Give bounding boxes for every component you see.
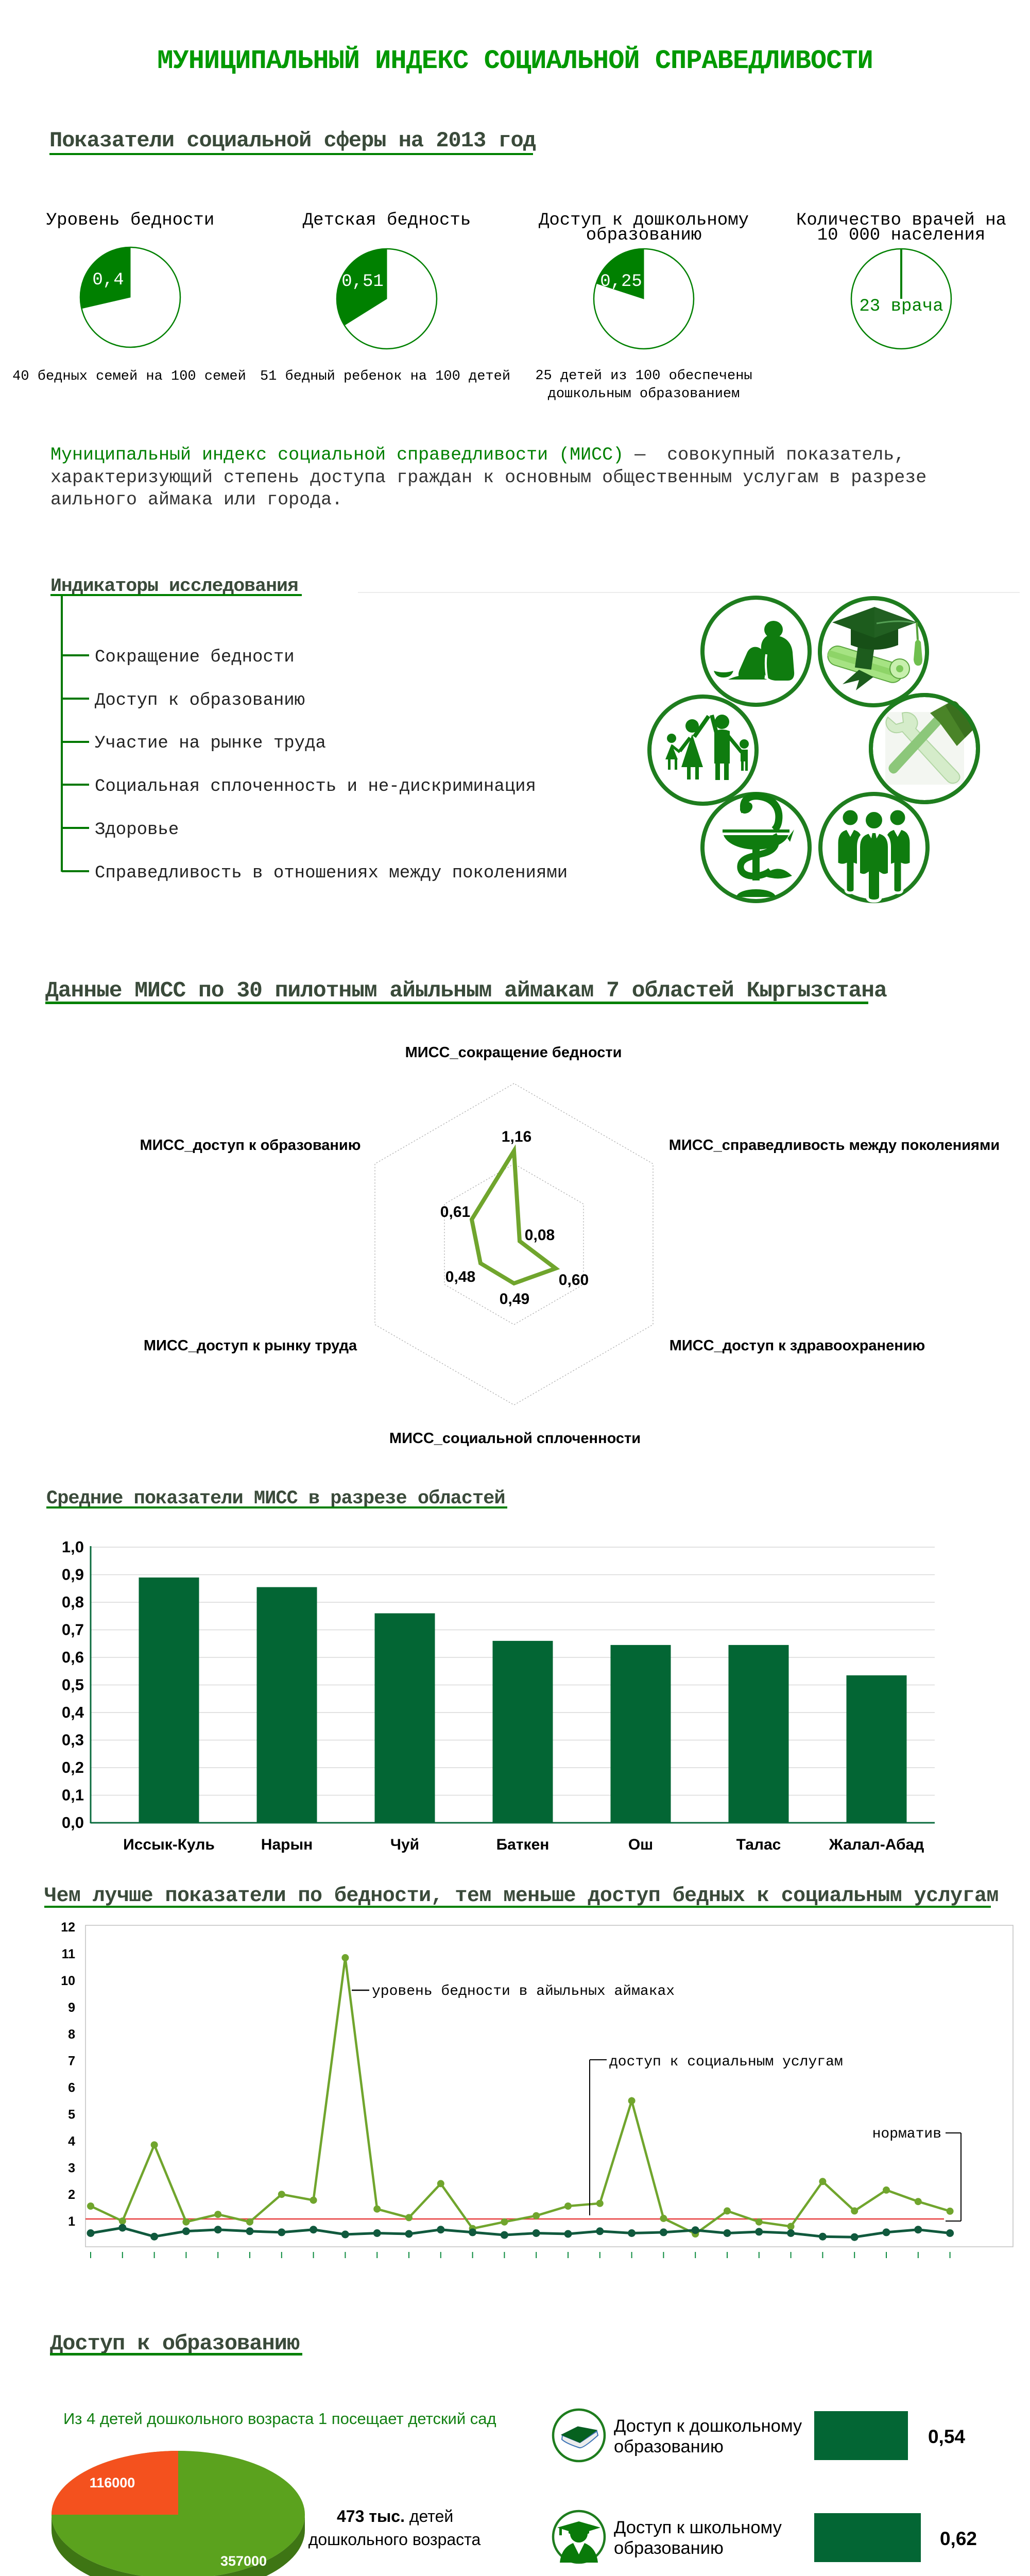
svg-text:Из 4 детей дошкольного возраст: Из 4 детей дошкольного возраста 1 посеща…: [63, 2410, 496, 2428]
svg-text:Нарын: Нарын: [261, 1836, 313, 1853]
svg-text:Уровень бедности: Уровень бедности: [46, 211, 214, 230]
svg-text:0,08: 0,08: [525, 1227, 555, 1244]
svg-text:МИСС_доступ к образованию: МИСС_доступ к образованию: [140, 1137, 361, 1154]
svg-text:МИСС_доступ к рынку труда: МИСС_доступ к рынку труда: [144, 1337, 357, 1354]
svg-text:0,25: 0,25: [600, 272, 642, 292]
svg-text:12: 12: [61, 1920, 75, 1935]
svg-text:10 000 населения: 10 000 населения: [817, 226, 985, 245]
svg-text:МИСС_социальной сплоченности: МИСС_социальной сплоченности: [389, 1430, 641, 1447]
svg-text:Сокращение бедности: Сокращение бедности: [95, 648, 295, 667]
svg-text:дошкольного возраста: дошкольного возраста: [308, 2530, 481, 2549]
svg-text:Доступ к образованию: Доступ к образованию: [95, 691, 305, 710]
svg-text:1,16: 1,16: [502, 1128, 531, 1145]
svg-text:7: 7: [68, 2054, 75, 2069]
svg-text:Доступ к школьному: Доступ к школьному: [614, 2518, 782, 2537]
svg-text:11: 11: [62, 1947, 76, 1961]
svg-text:0,2: 0,2: [62, 1758, 84, 1776]
svg-text:образованию: образованию: [586, 226, 701, 245]
svg-text:МИСС_доступ к здравоохранению: МИСС_доступ к здравоохранению: [670, 1337, 925, 1354]
svg-text:3: 3: [68, 2161, 75, 2175]
svg-text:0,4: 0,4: [62, 1703, 84, 1721]
svg-text:6: 6: [68, 2081, 75, 2095]
svg-text:Чуй: Чуй: [390, 1836, 419, 1853]
svg-text:Иссык-Куль: Иссык-Куль: [123, 1836, 215, 1853]
svg-text:доступ к социальным услугам: доступ к социальным услугам: [609, 2054, 843, 2070]
svg-text:0,9: 0,9: [62, 1566, 84, 1584]
svg-text:0,3: 0,3: [62, 1731, 84, 1749]
svg-text:Справедливость в отношениях ме: Справедливость в отношениях между поколе…: [95, 863, 568, 883]
svg-text:0,62: 0,62: [940, 2528, 977, 2549]
svg-text:МИСС_сокращение бедности: МИСС_сокращение бедности: [405, 1044, 622, 1061]
svg-text:40 бедных семей на 100 семей: 40 бедных семей на 100 семей: [12, 369, 246, 384]
svg-text:0,51: 0,51: [341, 272, 384, 292]
svg-text:образованию: образованию: [614, 2437, 724, 2456]
svg-text:Социальная сплоченность и не-д: Социальная сплоченность и не-дискриминац…: [95, 777, 536, 796]
svg-text:Здоровье: Здоровье: [95, 820, 179, 840]
svg-text:51 бедный ребенок на 100 детей: 51 бедный ребенок на 100 детей: [260, 369, 510, 384]
svg-text:473 тыс. детей: 473 тыс. детей: [337, 2507, 453, 2526]
svg-text:2: 2: [68, 2188, 75, 2202]
svg-text:0,8: 0,8: [62, 1593, 84, 1611]
svg-text:Участие на рынке труда: Участие на рынке труда: [95, 734, 326, 753]
svg-text:МИСС_справедливость между поко: МИСС_справедливость между поколениями: [669, 1137, 1000, 1154]
svg-text:Ош: Ош: [628, 1836, 653, 1853]
svg-text:4: 4: [68, 2134, 75, 2148]
svg-text:357000: 357000: [220, 2553, 267, 2569]
svg-text:образованию: образованию: [614, 2538, 724, 2558]
svg-text:Детская бедность: Детская бедность: [303, 211, 471, 230]
svg-text:0,4: 0,4: [92, 270, 124, 290]
svg-text:Жалал-Абад: Жалал-Абад: [829, 1836, 924, 1853]
svg-text:0,7: 0,7: [62, 1621, 84, 1639]
svg-text:0,5: 0,5: [62, 1676, 84, 1694]
svg-text:8: 8: [68, 2027, 75, 2042]
svg-text:уровень бедности в айыльных ай: уровень бедности в айыльных аймаках: [372, 1984, 675, 1999]
svg-text:норматив: норматив: [872, 2126, 941, 2142]
svg-text:1,0: 1,0: [62, 1538, 84, 1556]
svg-text:0,60: 0,60: [559, 1272, 589, 1289]
svg-text:Доступ к дошкольному: Доступ к дошкольному: [539, 211, 749, 230]
svg-text:25 детей из 100 обеспечены: 25 детей из 100 обеспечены: [535, 368, 752, 384]
svg-text:0,1: 0,1: [62, 1786, 84, 1804]
svg-text:Талас: Талас: [736, 1836, 781, 1853]
svg-text:23 врача: 23 врача: [859, 297, 943, 316]
svg-text:Доступ к дошкольному: Доступ к дошкольному: [614, 2416, 802, 2436]
svg-text:116000: 116000: [90, 2475, 135, 2490]
svg-text:Количество врачей на: Количество врачей на: [796, 211, 1006, 230]
svg-text:10: 10: [61, 1974, 75, 1988]
svg-text:0,61: 0,61: [440, 1204, 470, 1221]
svg-text:0,6: 0,6: [62, 1648, 84, 1666]
svg-text:5: 5: [68, 2108, 75, 2122]
svg-text:0,54: 0,54: [928, 2426, 965, 2447]
svg-text:дошкольным образованием: дошкольным образованием: [548, 386, 740, 402]
svg-text:0,49: 0,49: [500, 1291, 529, 1308]
svg-text:1: 1: [68, 2214, 75, 2229]
svg-text:0,0: 0,0: [62, 1814, 84, 1832]
svg-text:9: 9: [68, 2001, 75, 2015]
svg-text:Баткен: Баткен: [496, 1836, 550, 1853]
svg-text:0,48: 0,48: [445, 1268, 475, 1285]
